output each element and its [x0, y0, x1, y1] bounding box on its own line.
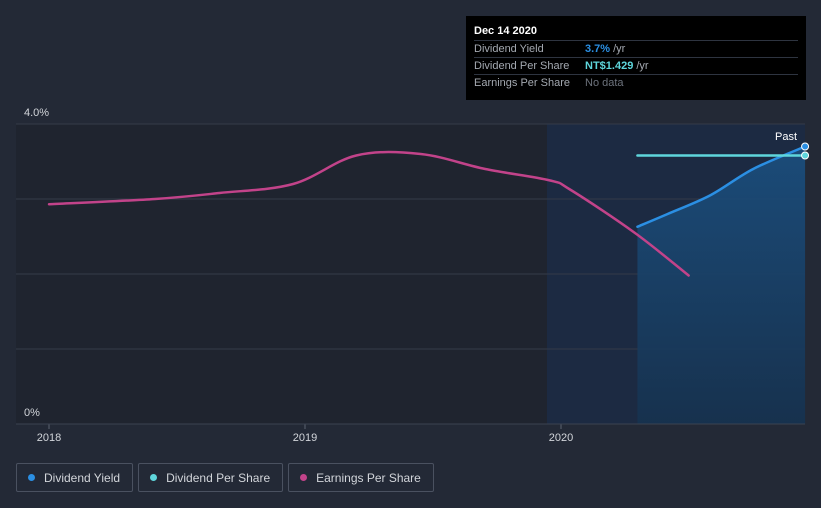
- legend: Dividend Yield Dividend Per Share Earnin…: [16, 463, 434, 492]
- tooltip-value: NT$1.429: [585, 60, 634, 72]
- series-layer: [47, 142, 810, 277]
- legend-label: Earnings Per Share: [316, 470, 421, 485]
- tooltip-row-dividend-per-share: Dividend Per Share NT$1.429 /yr: [474, 57, 798, 74]
- tooltip-label: Dividend Per Share: [474, 60, 570, 72]
- legend-item-dividend-yield[interactable]: Dividend Yield: [16, 463, 134, 492]
- tooltip-date: Dec 14 2020: [474, 25, 537, 37]
- x-tick-label: 2020: [549, 432, 573, 444]
- dividend-per-share-endpoint: [801, 151, 810, 160]
- dividend-yield-area: [637, 146, 806, 424]
- y-tick-label-min: 0%: [24, 407, 40, 419]
- x-tick-label: 2018: [37, 432, 61, 444]
- tooltip-value: No data: [585, 77, 624, 89]
- y-tick-label-max: 4.0%: [24, 107, 49, 119]
- tooltip-label: Dividend Yield: [474, 43, 544, 55]
- legend-item-earnings-per-share[interactable]: Earnings Per Share: [288, 463, 434, 492]
- legend-dot-icon: [28, 474, 35, 481]
- earnings-per-share-line: [47, 150, 690, 277]
- tooltip-label: Earnings Per Share: [474, 77, 570, 89]
- tick-layer: 2018 2019 2020 4.0% 0% Past: [16, 107, 805, 444]
- legend-dot-icon: [300, 474, 308, 481]
- past-label: Past: [775, 131, 797, 143]
- tooltip-row-earnings-per-share: Earnings Per Share No data: [474, 74, 798, 91]
- legend-dot-icon: [150, 474, 158, 481]
- legend-label: Dividend Yield: [44, 470, 121, 485]
- dividend-yield-endpoint: [801, 142, 810, 151]
- legend-item-dividend-per-share[interactable]: Dividend Per Share: [138, 463, 284, 492]
- legend-label: Dividend Per Share: [166, 470, 271, 485]
- tooltip-unit: /yr: [636, 60, 649, 72]
- tooltip-row-dividend-yield: Dividend Yield 3.7% /yr: [474, 40, 798, 57]
- x-tick-label: 2019: [293, 432, 317, 444]
- tooltip-unit: /yr: [613, 43, 626, 55]
- tooltip: Dec 14 2020 Dividend Yield 3.7% /yr Divi…: [466, 16, 806, 100]
- dividend-yield-line: [636, 145, 807, 228]
- tooltip-value: 3.7%: [585, 43, 611, 55]
